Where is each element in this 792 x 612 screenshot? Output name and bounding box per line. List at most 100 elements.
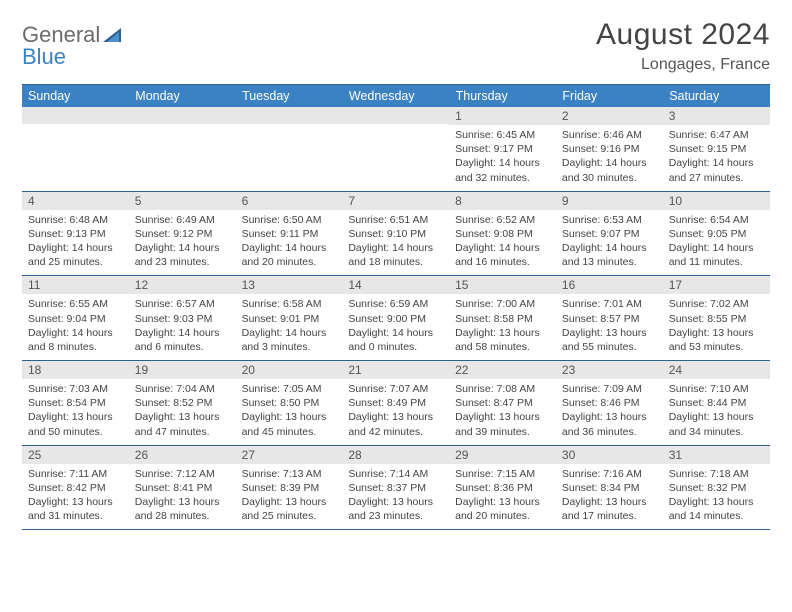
sunset-text: Sunset: 9:11 PM <box>242 227 337 241</box>
daylight-text: Daylight: 13 hours <box>242 495 337 509</box>
daylight-text: Daylight: 14 hours <box>669 241 764 255</box>
daylight-text: Daylight: 13 hours <box>135 495 230 509</box>
day-number: 20 <box>236 361 343 379</box>
sunset-text: Sunset: 8:55 PM <box>669 312 764 326</box>
day-number: 16 <box>556 276 663 294</box>
sunrise-text: Sunrise: 7:02 AM <box>669 297 764 311</box>
sunrise-text: Sunrise: 7:16 AM <box>562 467 657 481</box>
dayname-cell: Sunday <box>22 85 129 107</box>
daylight-text: Daylight: 13 hours <box>562 495 657 509</box>
daylight-text: Daylight: 13 hours <box>455 410 550 424</box>
daylight-text: and 8 minutes. <box>28 340 123 354</box>
day-cell: 10Sunrise: 6:54 AMSunset: 9:05 PMDayligh… <box>663 191 770 276</box>
daylight-text: Daylight: 14 hours <box>562 156 657 170</box>
day-number: 14 <box>342 276 449 294</box>
daylight-text: Daylight: 13 hours <box>455 326 550 340</box>
sunset-text: Sunset: 8:47 PM <box>455 396 550 410</box>
day-number: 28 <box>342 446 449 464</box>
day-cell: 23Sunrise: 7:09 AMSunset: 8:46 PMDayligh… <box>556 361 663 446</box>
daylight-text: Daylight: 13 hours <box>669 410 764 424</box>
day-details: Sunrise: 7:04 AMSunset: 8:52 PMDaylight:… <box>129 379 236 445</box>
day-cell: 30Sunrise: 7:16 AMSunset: 8:34 PMDayligh… <box>556 445 663 530</box>
sunrise-text: Sunrise: 7:09 AM <box>562 382 657 396</box>
daylight-text: and 11 minutes. <box>669 255 764 269</box>
brand-logo: General Blue <box>22 18 123 68</box>
daylight-text: Daylight: 13 hours <box>135 410 230 424</box>
sunset-text: Sunset: 8:39 PM <box>242 481 337 495</box>
day-details: Sunrise: 7:03 AMSunset: 8:54 PMDaylight:… <box>22 379 129 445</box>
brand-text: General Blue <box>22 24 123 68</box>
sunset-text: Sunset: 9:10 PM <box>348 227 443 241</box>
week-row: 18Sunrise: 7:03 AMSunset: 8:54 PMDayligh… <box>22 361 770 446</box>
day-details: Sunrise: 7:11 AMSunset: 8:42 PMDaylight:… <box>22 464 129 530</box>
sunset-text: Sunset: 9:17 PM <box>455 142 550 156</box>
daylight-text: Daylight: 13 hours <box>242 410 337 424</box>
sunrise-text: Sunrise: 7:05 AM <box>242 382 337 396</box>
day-details: Sunrise: 6:54 AMSunset: 9:05 PMDaylight:… <box>663 210 770 276</box>
daylight-text: and 30 minutes. <box>562 171 657 185</box>
daylight-text: and 3 minutes. <box>242 340 337 354</box>
day-cell: 29Sunrise: 7:15 AMSunset: 8:36 PMDayligh… <box>449 445 556 530</box>
daylight-text: Daylight: 13 hours <box>348 495 443 509</box>
sunset-text: Sunset: 8:37 PM <box>348 481 443 495</box>
daylight-text: and 20 minutes. <box>455 509 550 523</box>
sunrise-text: Sunrise: 6:55 AM <box>28 297 123 311</box>
title-block: August 2024 Longages, France <box>596 18 770 74</box>
daylight-text: and 25 minutes. <box>28 255 123 269</box>
daylight-text: Daylight: 14 hours <box>562 241 657 255</box>
day-number: 15 <box>449 276 556 294</box>
sunrise-text: Sunrise: 7:01 AM <box>562 297 657 311</box>
day-number: 8 <box>449 192 556 210</box>
sunrise-text: Sunrise: 7:18 AM <box>669 467 764 481</box>
day-cell <box>236 107 343 191</box>
daylight-text: Daylight: 13 hours <box>455 495 550 509</box>
dayname-cell: Saturday <box>663 85 770 107</box>
day-cell: 2Sunrise: 6:46 AMSunset: 9:16 PMDaylight… <box>556 107 663 191</box>
daylight-text: and 6 minutes. <box>135 340 230 354</box>
daylight-text: Daylight: 14 hours <box>135 241 230 255</box>
daylight-text: Daylight: 14 hours <box>28 326 123 340</box>
day-number: 1 <box>449 107 556 125</box>
daylight-text: Daylight: 14 hours <box>135 326 230 340</box>
sunrise-text: Sunrise: 7:10 AM <box>669 382 764 396</box>
header: General Blue August 2024 Longages, Franc… <box>22 18 770 74</box>
daylight-text: Daylight: 14 hours <box>455 241 550 255</box>
day-details: Sunrise: 7:08 AMSunset: 8:47 PMDaylight:… <box>449 379 556 445</box>
day-cell: 9Sunrise: 6:53 AMSunset: 9:07 PMDaylight… <box>556 191 663 276</box>
day-number: 9 <box>556 192 663 210</box>
sunrise-text: Sunrise: 6:59 AM <box>348 297 443 311</box>
calendar-table: SundayMondayTuesdayWednesdayThursdayFrid… <box>22 85 770 530</box>
brand-word2: Blue <box>22 44 66 69</box>
week-row: 1 Sunrise: 6:45 AMSunset: 9:17 PM Daylight… <box>22 107 770 191</box>
daylight-text: Daylight: 13 hours <box>28 410 123 424</box>
daylight-text: and 20 minutes. <box>242 255 337 269</box>
sunrise-text: Sunrise: 6:57 AM <box>135 297 230 311</box>
sunrise-text: Sunrise: 6:51 AM <box>348 213 443 227</box>
daylight-text: and 16 minutes. <box>455 255 550 269</box>
day-details: Sunrise: 6:49 AMSunset: 9:12 PMDaylight:… <box>129 210 236 276</box>
daylight-text: Daylight: 13 hours <box>669 326 764 340</box>
day-details: Sunrise: 7:01 AMSunset: 8:57 PMDaylight:… <box>556 294 663 360</box>
sunrise-text: Sunrise: 6:58 AM <box>242 297 337 311</box>
sunset-text: Sunset: 8:54 PM <box>28 396 123 410</box>
day-cell: 5Sunrise: 6:49 AMSunset: 9:12 PMDaylight… <box>129 191 236 276</box>
daylight-text: and 55 minutes. <box>562 340 657 354</box>
daylight-text: Daylight: 13 hours <box>28 495 123 509</box>
daylight-text: and 58 minutes. <box>455 340 550 354</box>
day-cell: 18Sunrise: 7:03 AMSunset: 8:54 PMDayligh… <box>22 361 129 446</box>
day-details: Sunrise: 7:12 AMSunset: 8:41 PMDaylight:… <box>129 464 236 530</box>
day-cell: 4Sunrise: 6:48 AMSunset: 9:13 PMDaylight… <box>22 191 129 276</box>
day-number <box>342 107 449 124</box>
day-cell: 24Sunrise: 7:10 AMSunset: 8:44 PMDayligh… <box>663 361 770 446</box>
day-number <box>236 107 343 124</box>
sunrise-text: Sunrise: 6:50 AM <box>242 213 337 227</box>
day-cell: 3Sunrise: 6:47 AMSunset: 9:15 PMDaylight… <box>663 107 770 191</box>
sunrise-text: Sunrise: 6:45 AM <box>455 128 550 142</box>
day-cell: 19Sunrise: 7:04 AMSunset: 8:52 PMDayligh… <box>129 361 236 446</box>
daylight-text: and 53 minutes. <box>669 340 764 354</box>
sunrise-text: Sunrise: 6:52 AM <box>455 213 550 227</box>
daylight-text: and 45 minutes. <box>242 425 337 439</box>
day-cell: 20Sunrise: 7:05 AMSunset: 8:50 PMDayligh… <box>236 361 343 446</box>
daylight-text: Daylight: 14 hours <box>348 326 443 340</box>
day-details: Sunrise: 6:52 AMSunset: 9:08 PMDaylight:… <box>449 210 556 276</box>
